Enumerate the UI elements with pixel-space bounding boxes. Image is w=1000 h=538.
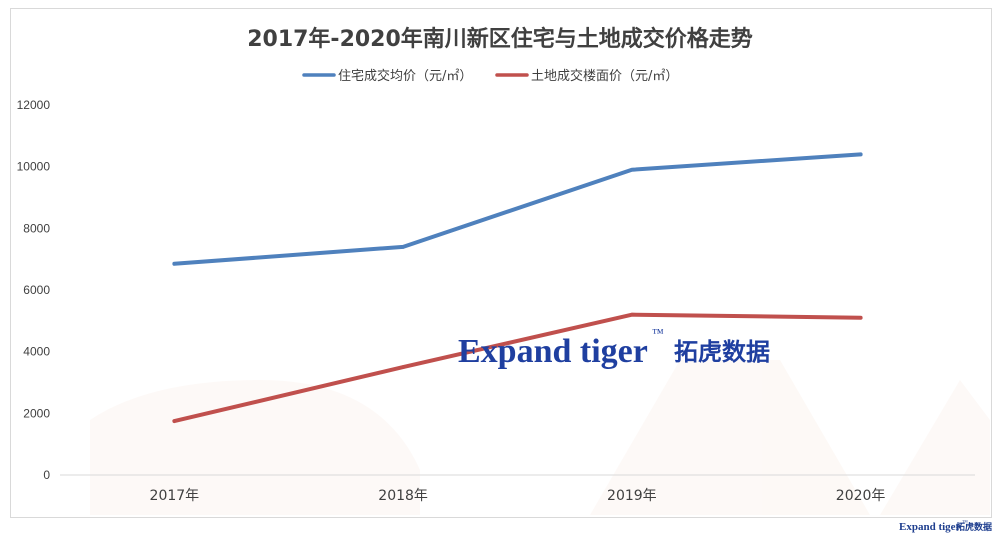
x-axis-ticks: 2017年 2018年 2019年 2020年 bbox=[150, 488, 886, 504]
series-line-residential-point bbox=[630, 167, 634, 172]
corner-logo-trademark: ™ bbox=[962, 520, 968, 526]
series-line-land bbox=[172, 312, 863, 424]
legend: 住宅成交均价（元/㎡） 土地成交楼面价（元/㎡） bbox=[302, 68, 678, 84]
series-layer bbox=[172, 152, 863, 424]
legend-label-residential: 住宅成交均价（元/㎡） bbox=[338, 68, 472, 84]
series-line-residential bbox=[172, 152, 863, 266]
series-line-land-point bbox=[172, 419, 177, 423]
watermark: Expand tiger ™ 拓虎数据 bbox=[458, 326, 770, 370]
series-line-residential-point bbox=[858, 152, 863, 157]
y-tick-label: 10000 bbox=[17, 160, 51, 174]
series-line-land-point bbox=[401, 365, 405, 369]
y-tick-label: 4000 bbox=[23, 345, 50, 359]
x-tick-label: 2018年 bbox=[378, 488, 428, 504]
chart-title: 2017年-2020年南川新区住宅与土地成交价格走势 bbox=[247, 26, 753, 52]
series-line-residential-point bbox=[401, 245, 405, 249]
series-line-land-point bbox=[858, 315, 863, 320]
y-tick-label: 2000 bbox=[23, 406, 50, 420]
series-line-land-point bbox=[630, 312, 634, 317]
corner-logo-brand-en: Expand tiger bbox=[899, 521, 961, 533]
y-tick-label: 6000 bbox=[23, 283, 50, 297]
legend-label-land: 土地成交楼面价（元/㎡） bbox=[531, 68, 678, 84]
y-tick-label: 0 bbox=[43, 468, 50, 482]
watermark-brand-en: Expand tiger bbox=[458, 333, 648, 370]
x-tick-label: 2019年 bbox=[607, 488, 657, 504]
y-axis-ticks: 0 2000 4000 6000 8000 10000 12000 bbox=[17, 98, 51, 482]
x-tick-label: 2017年 bbox=[150, 488, 200, 504]
y-tick-label: 8000 bbox=[23, 221, 50, 235]
legend-item-land: 土地成交楼面价（元/㎡） bbox=[495, 68, 678, 84]
watermark-trademark: ™ bbox=[652, 326, 664, 340]
series-line-residential-point bbox=[172, 261, 177, 266]
y-tick-label: 12000 bbox=[17, 98, 51, 112]
watermark-brand-cn: 拓虎数据 bbox=[674, 337, 770, 366]
background-decoration bbox=[90, 360, 990, 515]
legend-item-residential: 住宅成交均价（元/㎡） bbox=[302, 68, 472, 84]
corner-logo-brand-cn: 拓虎数据 bbox=[956, 521, 992, 533]
corner-logo: Expand tiger ™ 拓虎数据 bbox=[899, 520, 992, 533]
x-tick-label: 2020年 bbox=[836, 488, 886, 504]
